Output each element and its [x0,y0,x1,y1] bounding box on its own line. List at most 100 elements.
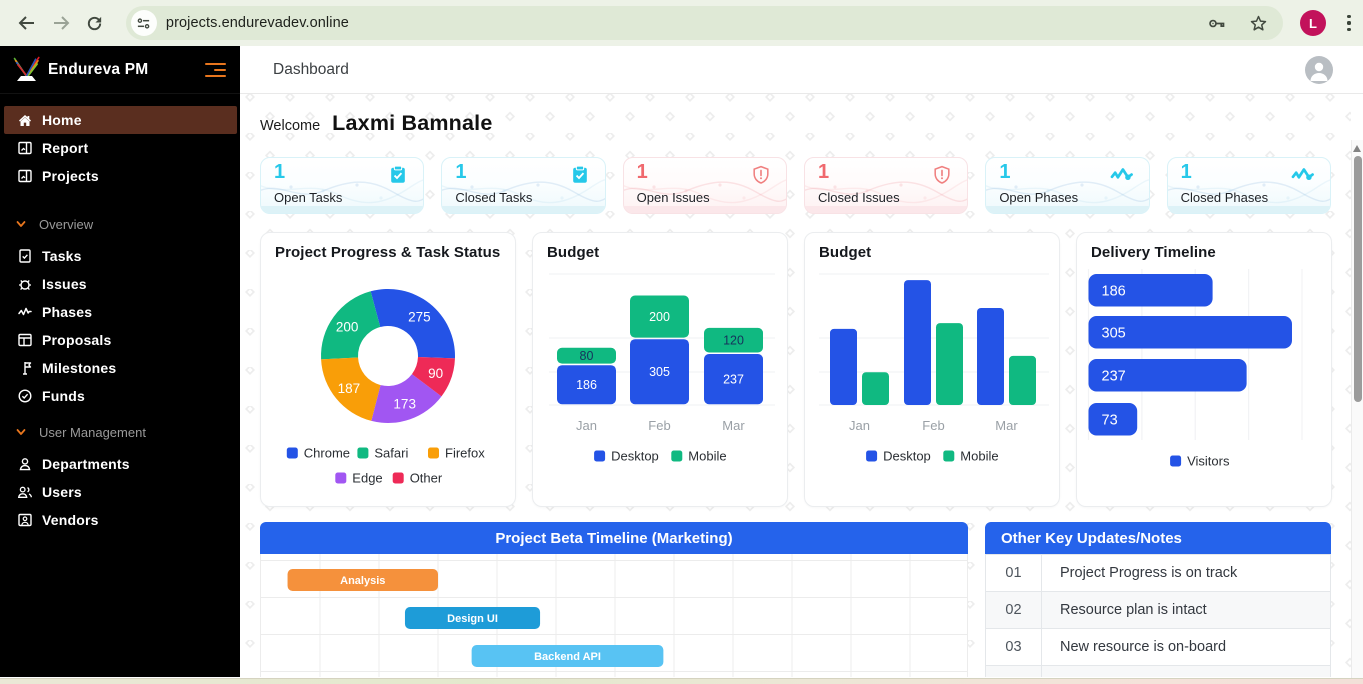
sidebar-item-users[interactable]: Users [4,478,237,506]
svg-text:186: 186 [1102,283,1126,299]
brand-name: Endureva PM [48,60,149,78]
key-icon[interactable] [1206,13,1227,34]
sidebar-item-home[interactable]: Home [4,106,237,134]
stat-card-band [986,206,1149,213]
svg-text:Chrome: Chrome [304,446,350,461]
star-icon[interactable] [1248,13,1269,34]
brand-logo-icon [13,56,40,81]
wave-decoration [804,179,968,204]
sidebar-item-label: Funds [42,388,85,404]
notes-row: 03 New resource is on-board [985,628,1331,666]
stat-value: 1 [636,161,648,183]
stat-value: 1 [274,161,286,183]
svg-text:90: 90 [428,366,443,381]
notes-card: Other Key Updates/Notes 01 Project Progre… [985,522,1331,677]
stat-card-closed-phases: 1 Closed Phases [1166,157,1331,214]
sidebar-item-label: Users [42,484,82,500]
gantt-title: Project Beta Timeline (Marketing) [260,522,968,554]
sidebar-section-user-management[interactable]: User Management [0,422,240,442]
svg-text:275: 275 [408,309,431,324]
back-icon [18,16,34,30]
activity-pulse-icon [1291,165,1315,190]
budget-stacked-chart-card: Budget 186 80 Jan 305 200 Feb 237 120 Mar Desktop M… [532,232,788,507]
stat-card-closed-tasks: 1 Closed Tasks [441,157,606,214]
stat-value: 1 [817,161,830,183]
svg-text:Design UI: Design UI [447,613,498,625]
user-avatar[interactable] [1305,56,1333,84]
sidebar-toggle-button[interactable] [204,61,226,79]
svg-text:237: 237 [1102,368,1126,384]
svg-text:Jan: Jan [576,418,597,433]
browser-forward-button[interactable] [44,6,78,40]
svg-text:Firefox: Firefox [445,446,485,461]
svg-text:200: 200 [649,310,670,324]
welcome-heading: Welcome Laxmi Bamnale [260,111,493,136]
wave-decoration [261,179,424,204]
stat-card-band [1167,206,1330,213]
sidebar-item-issues[interactable]: Issues [4,270,237,298]
sidebar-item-tasks[interactable]: Tasks [4,242,237,270]
sidebar-section-label: Overview [39,216,94,232]
home-icon [17,112,33,128]
activity-pulse-icon [1110,165,1134,190]
sidebar-item-label: Report [42,140,89,156]
address-bar[interactable]: projects.endurevadev.online [125,6,1284,40]
sidebar-item-funds[interactable]: Funds [4,382,237,410]
stat-label: Open Issues [636,190,710,205]
report-icon [17,140,33,156]
sidebar-item-label: Home [42,112,82,128]
sidebar-item-departments[interactable]: Departments [4,450,237,478]
note-number: 02 [985,591,1042,629]
svg-text:Jan: Jan [849,418,870,433]
sidebar-item-projects[interactable]: Projects [4,162,237,190]
notes-row: 01 Project Progress is on track [985,554,1331,592]
stat-value: 1 [455,161,467,183]
chart-canvas: Jan Feb Mar Desktop Mobile [819,273,1049,464]
stat-card-band [623,206,786,213]
note-number: 01 [985,554,1042,592]
sidebar-item-label: Tasks [42,248,82,264]
stat-value: 1 [1180,161,1192,183]
kebab-menu-icon[interactable] [1335,9,1363,37]
sidebar-section-overview[interactable]: Overview [0,214,240,234]
browser-reload-button[interactable] [78,6,112,40]
svg-text:Other: Other [410,471,443,486]
chart-title: Budget [819,244,872,261]
person-icon [1310,62,1328,81]
svg-text:305: 305 [1102,325,1126,341]
sidebar-item-milestones[interactable]: Milestones [4,354,237,382]
site-settings-button[interactable] [130,10,157,36]
svg-text:237: 237 [723,373,744,387]
svg-text:Edge: Edge [352,471,382,486]
stat-value: 1 [999,161,1011,183]
stat-card-band [442,206,605,213]
donut-chart-card: Project Progress & Task Status 275 200 187 1… [260,232,516,507]
dashboard-main: Welcome Laxmi Bamnale 1 Open Tasks 1 Closed… [240,94,1351,677]
sidebar-section-label: User Management [39,424,146,440]
sidebar: Endureva PM Home Report Projects Overview Ta… [0,46,240,677]
browser-profile-avatar[interactable]: L [1300,10,1327,36]
svg-text:200: 200 [336,319,359,334]
sidebar-item-proposals[interactable]: Proposals [4,326,237,354]
departments-icon [17,456,33,472]
chevron-down-icon [16,221,26,227]
note-text: Resource plan is intact [1041,591,1331,629]
sidebar-item-phases[interactable]: Phases [4,298,237,326]
gantt-canvas: Analysis Design UI Backend API [261,554,967,677]
shield-alert-icon [932,165,952,190]
wave-decoration [986,179,1149,204]
stat-card-band [261,206,424,213]
wave-decoration [623,179,786,204]
note-text: New resource is on-board [1041,628,1331,666]
sidebar-item-vendors[interactable]: Vendors [4,506,237,534]
scrollbar-thumb[interactable] [1353,156,1362,402]
notes-row: 02 Resource plan is intact [985,591,1331,629]
page-scrollbar[interactable] [1351,140,1363,684]
funds-icon [17,388,33,404]
users-icon [17,484,33,500]
scrollbar-up-arrow[interactable] [1353,145,1361,152]
note-number [985,665,1042,677]
url-text[interactable]: projects.endurevadev.online [165,15,349,31]
browser-back-button[interactable] [10,6,44,40]
sidebar-item-report[interactable]: Report [4,134,237,162]
